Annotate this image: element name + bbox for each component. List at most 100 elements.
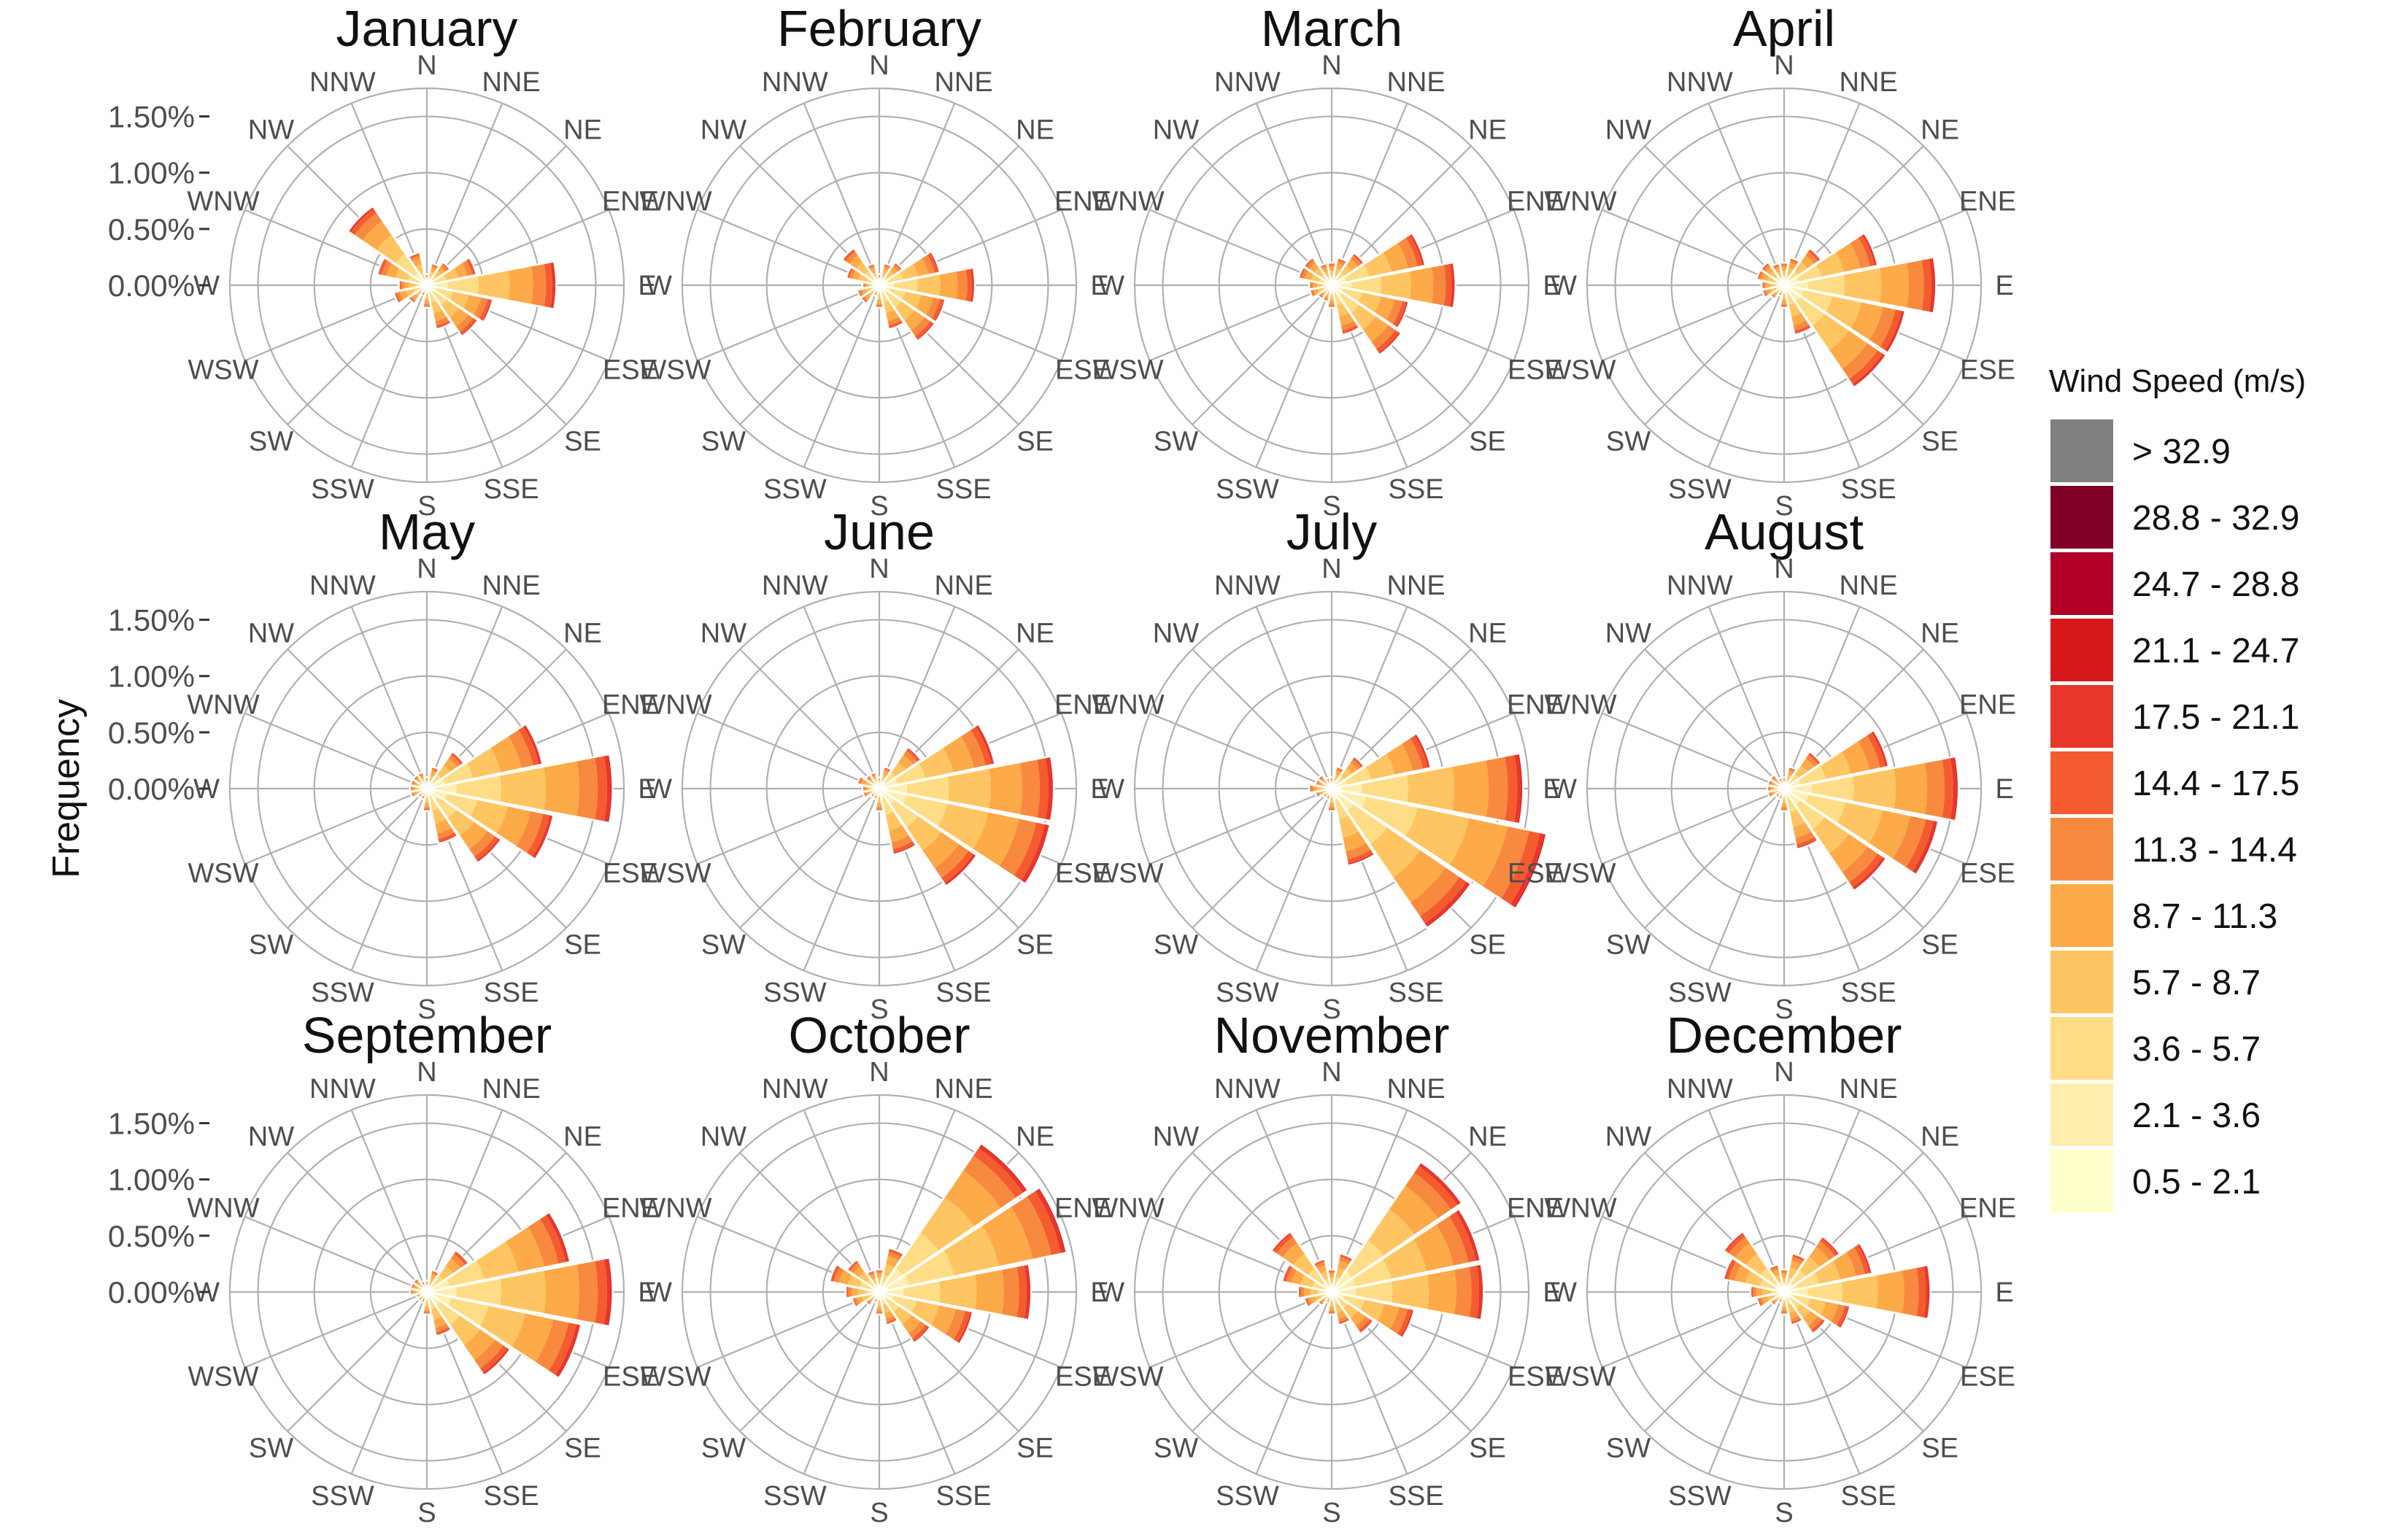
direction-label: NE [1921, 618, 1959, 649]
bar-ESE-bin-7 [957, 1311, 973, 1344]
bar-SE-bin-7 [1359, 1319, 1373, 1334]
direction-label: NE [1468, 115, 1507, 145]
bar-WNW-bin-5 [849, 268, 857, 280]
bar-ENE-bin-7 [468, 258, 476, 276]
bar-ENE-bin-3 [1820, 751, 1851, 780]
direction-label: SSE [1841, 978, 1896, 1008]
bars [1308, 732, 1548, 929]
bar-ENE-bin-7 [975, 724, 994, 765]
bar-ESE-bin-3 [1358, 291, 1381, 313]
bar-SSW-bin-6 [1322, 298, 1329, 301]
direction-label: W [1551, 774, 1577, 805]
bar-outline-ESE [426, 787, 555, 861]
bar-outline-E [1783, 1264, 1932, 1320]
bar-NW-bin-5 [866, 775, 872, 781]
bar-SE-bin-2 [1795, 800, 1826, 830]
bar-SSE-bin-4 [433, 309, 447, 322]
bar-NE-bin-7 [454, 1250, 468, 1265]
bar-NNE-bin-5 [1336, 260, 1346, 266]
bar-S-bin-5 [1780, 1309, 1788, 1313]
bar-NE-bin-3 [1367, 1208, 1416, 1257]
bar-NW-bin-1 [414, 272, 425, 283]
bar-SE-bin-4 [463, 1328, 496, 1361]
bar-W-bin-5 [1311, 784, 1314, 793]
bar-SE-bin-2 [1336, 1296, 1348, 1309]
bar-outline-SE [878, 1291, 932, 1345]
direction-label: SSE [936, 1481, 992, 1512]
direction-label: SSE [1389, 474, 1444, 505]
bar-SE-bin-2 [1788, 1296, 1801, 1309]
bar-ESE-bin-8 [1886, 310, 1906, 353]
bar-NW-bin-2 [1775, 276, 1782, 283]
bar-outline-ENE [879, 722, 997, 790]
bar-outline-ENE [1783, 1241, 1874, 1293]
bar-NNE-bin-7 [1339, 1253, 1354, 1261]
bar-E-bin-3 [1391, 1274, 1429, 1310]
bar-E-bin-3 [1853, 767, 1896, 810]
bar-ENE-bin-8 [548, 1212, 571, 1263]
bar-outline-SE [1783, 284, 1888, 389]
bar-NE-bin-5 [447, 754, 461, 768]
bar-outline-S [1778, 1291, 1790, 1316]
bar-NNE-bin-5 [883, 265, 891, 270]
radial-tick-label: 0.50% [108, 1219, 195, 1253]
grid-spoke [1707, 1110, 1786, 1293]
bar-ENE-bin-2 [1345, 766, 1372, 786]
grid-spoke [1783, 606, 1861, 789]
bar-outline-WNW [856, 775, 880, 790]
bar-NE-bin-7 [906, 747, 921, 762]
bar-NW-bin-6 [865, 775, 871, 780]
bar-NW-bin-2 [1320, 274, 1329, 282]
panel-title: August [1705, 503, 1864, 560]
bar-E-bin-4 [508, 266, 533, 305]
bar-W-bin-6 [846, 1285, 849, 1299]
bar-SE-bin-7 [460, 319, 478, 336]
direction-label: WSW [188, 355, 258, 386]
bar-ESE-bin-3 [1807, 1297, 1826, 1316]
panel-may: MayNNNENEENEEESESESSESSSWSWWSWWWNWNWNNW0… [108, 503, 659, 1025]
bar-outline-SE [1783, 1291, 1828, 1336]
radial-tick-label: 0.00% [108, 772, 195, 806]
bar-SSE-bin-5 [887, 316, 903, 326]
bar-outline-SSE [1783, 788, 1820, 851]
direction-label: ESE [1960, 859, 2015, 889]
bar-ENE-bin-3 [466, 747, 501, 779]
bar-NE-bin-6 [906, 748, 920, 762]
bar-SE-bin-1 [1336, 793, 1354, 811]
bar-S-bin-5 [1327, 303, 1336, 306]
bar-S-bin-6 [875, 305, 884, 307]
bar-WNW-bin-4 [1291, 1269, 1305, 1285]
bar-W-bin-5 [863, 282, 866, 288]
direction-label: SW [249, 1434, 293, 1464]
direction-label: E [1995, 774, 2013, 805]
direction-label: NE [1921, 1121, 1959, 1152]
direction-label: ESE [1508, 355, 1563, 386]
bar-SE-bin-7 [476, 837, 501, 862]
bar-WNW-bin-6 [831, 1265, 841, 1283]
grid-spoke [1707, 788, 1786, 971]
direction-label: NNE [1386, 570, 1445, 601]
bar-WNW-bin-3 [1745, 1270, 1764, 1288]
bar-SSE-bin-5 [890, 835, 914, 850]
bar-WSW-bin-5 [859, 289, 864, 297]
bar-S-bin-6 [1780, 808, 1788, 811]
bar-E-bin-7 [603, 1258, 611, 1326]
bar-SSE-bin-5 [1792, 320, 1810, 331]
bar-E-bin-7 [1045, 757, 1052, 821]
bar-NW-bin-6 [1304, 258, 1314, 268]
direction-label: WNW [1544, 689, 1616, 720]
bar-SW-bin-6 [1770, 1301, 1775, 1306]
bar-outline-E [426, 753, 614, 824]
bar-NW-bin-4 [849, 255, 863, 269]
bar-NE-bin-2 [884, 772, 896, 784]
bar-ENE-bin-2 [442, 762, 474, 785]
direction-label: NNE [482, 67, 540, 98]
panels-grid: JanuaryNNNENEENEEESESESSESSSWSWWSWWWNWNW… [108, 0, 2016, 1528]
bar-ESE-bin-5 [1389, 1306, 1408, 1335]
bar-ENE-bin-5 [1011, 1196, 1052, 1260]
direction-label: E [1995, 271, 2013, 301]
bar-SSE-bin-3 [431, 807, 447, 824]
bar-SE-bin-7 [916, 322, 935, 341]
bar-ENE-bin-7 [522, 724, 541, 765]
bar-SW-bin-3 [414, 290, 422, 298]
